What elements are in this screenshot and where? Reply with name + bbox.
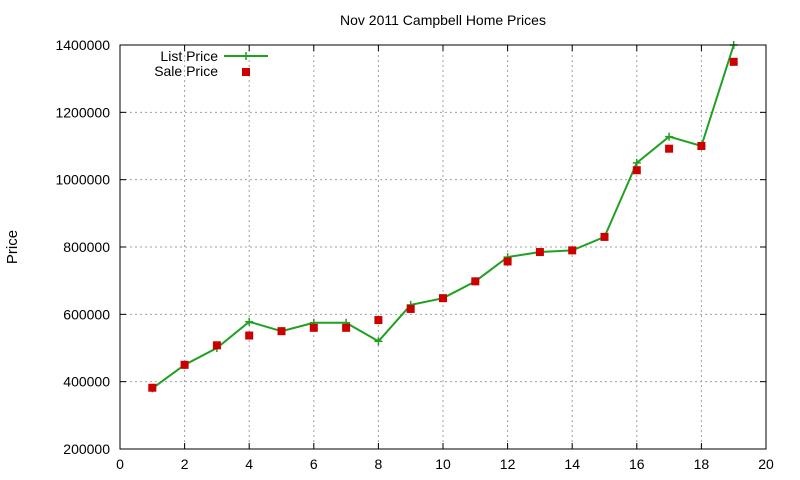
sale-price-point (439, 294, 447, 303)
list-price-point (665, 132, 674, 141)
sale-price-point (245, 331, 254, 340)
x-tick-label: 14 (564, 456, 580, 472)
list-price-point (632, 158, 641, 167)
sale-price-point (503, 257, 512, 266)
x-tick-label: 16 (629, 456, 645, 472)
sale-price-point (212, 341, 221, 350)
sale-price-point (309, 323, 318, 332)
list-price-point (374, 337, 383, 346)
x-tick-label: 0 (116, 456, 124, 472)
legend-label-sale-price: Sale Price (154, 63, 218, 79)
list-price-point (245, 317, 254, 326)
y-tick-label: 800000 (63, 239, 110, 255)
x-tick-label: 12 (500, 456, 516, 472)
sale-price-point (180, 360, 189, 369)
legend-marker-sale-price (242, 68, 250, 76)
x-tick-label: 6 (310, 456, 318, 472)
x-tick-label: 20 (758, 456, 774, 472)
sale-price-point (471, 277, 480, 286)
y-axis-title: Price (4, 230, 21, 264)
sale-price-point (277, 327, 286, 336)
chart-title: Nov 2011 Campbell Home Prices (340, 12, 546, 28)
y-tick-label: 1400000 (55, 37, 110, 53)
axis-ticks: 0 2 4 6 8 10 12 14 16 18 20 200000 400000 600000 80000… (55, 37, 774, 472)
sale-price-point (632, 166, 641, 175)
x-tick-label: 18 (694, 456, 710, 472)
y-tick-label: 1000000 (55, 172, 110, 188)
sale-price-point (600, 232, 609, 241)
sale-price-point (665, 144, 674, 153)
x-tick-label: 2 (181, 456, 189, 472)
series-layer (148, 41, 738, 393)
sale-price-point (374, 316, 383, 325)
sale-price-point (729, 57, 738, 66)
x-tick-label: 10 (435, 456, 451, 472)
y-tick-label: 1200000 (55, 104, 110, 120)
sale-price-point (406, 304, 415, 313)
y-tick-label: 600000 (63, 306, 110, 322)
sale-price-point (148, 383, 157, 392)
grid (120, 45, 766, 449)
x-tick-label: 4 (245, 456, 253, 472)
y-tick-label: 400000 (63, 374, 110, 390)
y-tick-label: 200000 (63, 441, 110, 457)
x-tick-label: 8 (375, 456, 383, 472)
sale-price-point (535, 248, 544, 257)
sale-price-point (342, 323, 351, 332)
legend-marker-list-price (242, 52, 250, 60)
legend-label-list-price: List Price (160, 48, 218, 64)
sale-price-point (697, 142, 706, 150)
sale-price-point (568, 246, 577, 255)
